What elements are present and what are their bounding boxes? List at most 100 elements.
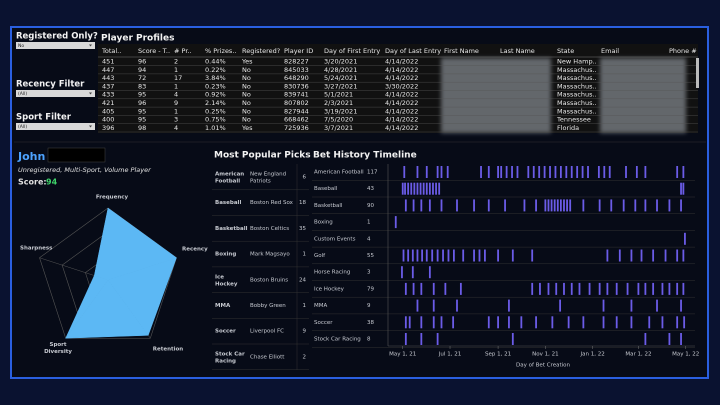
bet-tick <box>563 199 565 212</box>
bet-tick <box>570 166 573 178</box>
x-tick-label: Jan 1, 22 <box>580 352 605 358</box>
bet-tick <box>527 166 530 178</box>
dropdown-arrow <box>89 44 92 47</box>
table-cell: 405 <box>102 107 114 115</box>
bet-tick <box>431 249 434 262</box>
pick-count: 35 <box>299 226 306 232</box>
bet-tick <box>511 249 514 262</box>
pick-count: 9 <box>303 329 307 335</box>
table-cell: 4 <box>174 91 178 99</box>
table-cell: Tennessee <box>556 116 591 124</box>
table-cell: 4/14/2022 <box>385 66 418 74</box>
table-cell: 830736 <box>284 82 309 90</box>
bet-tick <box>602 316 605 329</box>
table-cell: Florida <box>557 124 579 132</box>
column-header: Total.. <box>101 47 121 55</box>
table-cell: 433 <box>102 91 114 99</box>
filter-dropdown[interactable] <box>16 90 95 97</box>
table-cell: 827944 <box>284 107 309 115</box>
table-cell: 0.23% <box>205 82 226 90</box>
filter-dropdown[interactable] <box>16 123 95 130</box>
pick-name: Boston Celtics <box>250 226 289 232</box>
player-name: John <box>17 150 45 163</box>
filter-value: No <box>18 43 24 49</box>
name-blur <box>441 58 551 133</box>
timeline-count: 55 <box>367 253 374 259</box>
bet-tick <box>656 199 658 212</box>
bet-tick <box>416 299 419 312</box>
bet-tick <box>606 282 609 295</box>
bet-tick <box>428 266 431 279</box>
filter-dropdown[interactable] <box>16 42 95 49</box>
timeline-count: 90 <box>367 203 374 209</box>
bet-tick <box>420 333 423 345</box>
column-header: Day of Last Entry <box>385 47 441 55</box>
bet-tick <box>676 166 679 178</box>
bet-tick <box>404 316 407 329</box>
table-cell: 437 <box>102 82 114 90</box>
bet-tick <box>432 182 434 195</box>
pick-sport: American Football <box>215 171 244 184</box>
table-cell: 95 <box>138 91 146 99</box>
timeline-sport: Custom Events <box>314 236 356 242</box>
bet-tick <box>394 216 397 229</box>
bet-tick <box>459 282 462 295</box>
column-header: State <box>557 47 574 55</box>
bet-tick <box>682 249 685 262</box>
bet-tick <box>535 316 537 329</box>
bet-tick <box>432 316 435 329</box>
radar-label: Retention <box>153 347 184 353</box>
table-cell: 72 <box>138 74 146 82</box>
timeline-sport: Soccer <box>314 320 333 326</box>
table-cell: 1 <box>174 66 178 74</box>
bet-tick <box>682 182 685 195</box>
bet-tick <box>404 333 407 345</box>
bet-tick <box>419 182 422 195</box>
bet-tick <box>505 166 508 178</box>
timeline-sport: Ice Hockey <box>314 286 345 292</box>
bet-tick <box>630 299 633 312</box>
bet-tick <box>413 182 416 195</box>
bet-tick <box>511 166 513 178</box>
table-cell: 839741 <box>284 91 309 99</box>
table-cell: 3.84% <box>205 74 226 82</box>
timeline-count: 117 <box>367 170 378 176</box>
bet-tick <box>511 333 514 345</box>
bet-tick <box>539 282 541 295</box>
bet-tick <box>608 166 611 178</box>
bet-tick <box>630 249 633 262</box>
bet-tick <box>544 199 547 212</box>
x-tick-label: May 1, 22 <box>672 352 699 358</box>
pick-count: 1 <box>303 303 307 309</box>
bet-tick <box>440 316 443 329</box>
bet-tick <box>676 316 679 329</box>
table-cell: 0.44% <box>205 58 226 66</box>
bet-tick <box>447 249 450 262</box>
bet-tick <box>644 199 647 212</box>
bet-tick <box>549 166 551 178</box>
table-cell: 400 <box>102 116 114 124</box>
table-cell: 4/14/2022 <box>385 99 418 107</box>
scrollbar[interactable] <box>696 58 699 88</box>
table-cell: 1.01% <box>205 124 226 132</box>
bet-tick <box>547 282 550 295</box>
bet-tick <box>581 166 584 178</box>
radar-wedge <box>94 207 109 281</box>
bet-tick <box>626 282 629 295</box>
timeline-x-label: Day of Bet Creation <box>516 363 571 369</box>
x-tick-label: Sep 1, 21 <box>485 352 511 358</box>
column-header: Player ID <box>284 47 313 55</box>
bet-tick <box>683 316 686 329</box>
bet-tick <box>436 166 439 178</box>
bet-tick <box>664 249 667 262</box>
table-cell: 95 <box>138 116 146 124</box>
timeline-sport: Golf <box>314 253 326 259</box>
x-tick-label: Nov 1, 21 <box>532 352 558 358</box>
bet-tick <box>566 199 568 212</box>
bet-tick <box>597 166 600 178</box>
timeline-sport: Horse Racing <box>314 270 350 276</box>
bet-tick <box>625 166 627 178</box>
bet-tick <box>652 249 655 262</box>
x-tick-label: Jul 1, 21 <box>438 352 461 358</box>
bet-tick <box>668 333 671 345</box>
